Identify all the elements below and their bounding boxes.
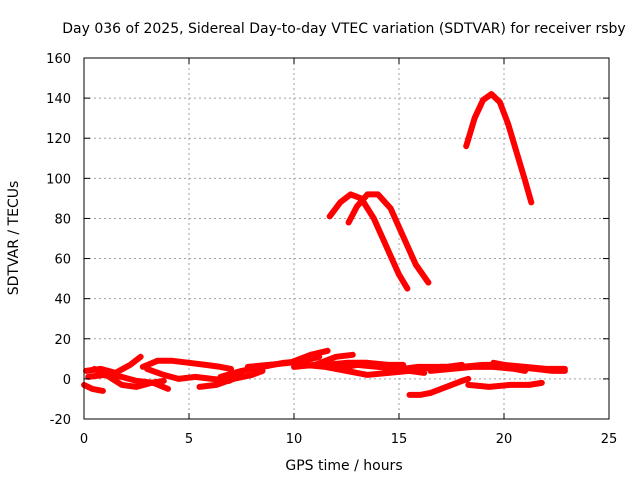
series-low-18 xyxy=(465,379,545,390)
x-tick-label: 0 xyxy=(80,432,88,447)
series-low-15 xyxy=(406,375,472,398)
series-arc-c xyxy=(463,91,535,206)
x-tick-label: 10 xyxy=(286,432,303,447)
axis-ticks: 0 5 10 15 20 25 -20 0 20 40 60 80 100 120 140 160 xyxy=(46,52,617,447)
y-tick-label: 60 xyxy=(54,253,71,268)
series-low-2 xyxy=(81,381,106,394)
y-axis-label: SDTVAR / TECUs xyxy=(6,181,22,296)
x-axis-label: GPS time / hours xyxy=(285,458,402,474)
series-arc-a xyxy=(326,191,411,292)
x-tick-label: 25 xyxy=(601,432,618,447)
plot-frame xyxy=(83,57,610,420)
y-tick-label: 20 xyxy=(54,333,71,348)
series-low-12 xyxy=(322,359,407,368)
y-tick-label: 0 xyxy=(63,373,71,388)
x-tick-label: 15 xyxy=(391,432,408,447)
chart-title: Day 036 of 2025, Sidereal Day-to-day VTE… xyxy=(62,21,625,37)
y-tick-label: 80 xyxy=(54,212,71,227)
data-series xyxy=(81,91,568,398)
series-low-5 xyxy=(139,357,234,372)
y-tick-label: 100 xyxy=(46,172,71,187)
y-tick-label: 160 xyxy=(46,52,71,67)
series-arc-b xyxy=(345,191,432,286)
x-tick-label: 5 xyxy=(185,432,193,447)
x-tick-label: 20 xyxy=(496,432,513,447)
y-tick-label: 40 xyxy=(54,293,71,308)
y-tick-label: 140 xyxy=(46,92,71,107)
series-low-7 xyxy=(196,367,266,390)
y-tick-label: 120 xyxy=(46,132,71,147)
series-low-4 xyxy=(91,365,167,390)
series-low-9 xyxy=(244,347,331,370)
y-tick-label: -20 xyxy=(50,413,71,428)
series-low-19 xyxy=(490,359,568,374)
